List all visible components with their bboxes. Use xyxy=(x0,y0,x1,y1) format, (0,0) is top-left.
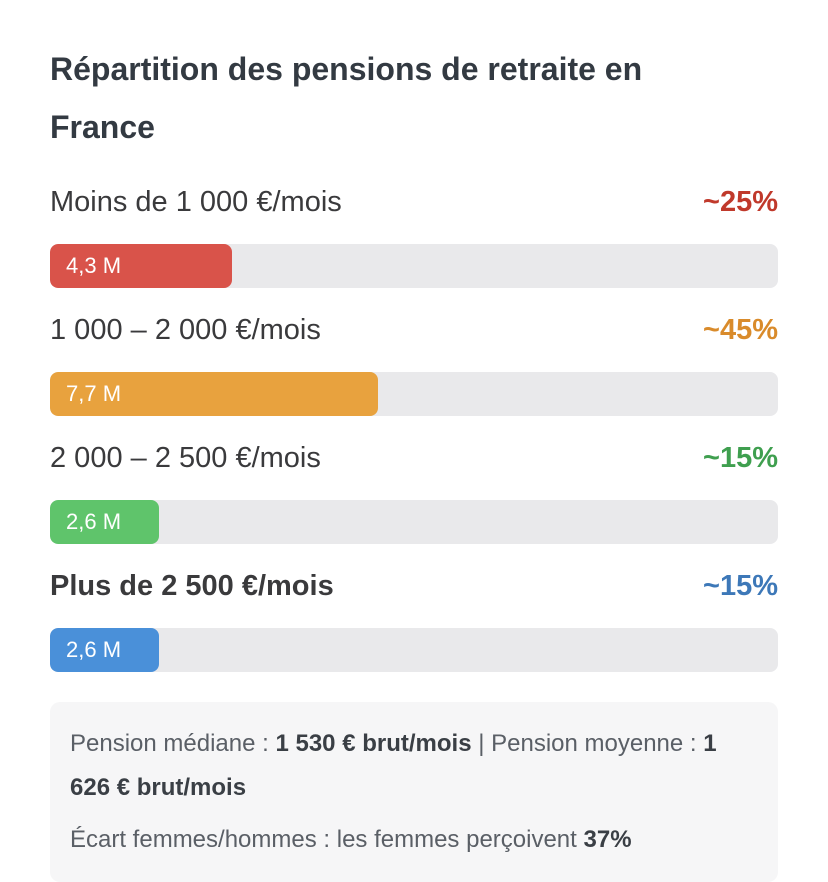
percent-label: ~25% xyxy=(703,186,778,218)
bar-track: 4,3 M xyxy=(50,244,778,288)
bar-row-header: 2 000 – 2 500 €/mois ~15% xyxy=(50,442,778,500)
bar-value-label: 2,6 M xyxy=(66,509,122,534)
bar-value-label: 4,3 M xyxy=(66,253,122,278)
mean-prefix: | Pension moyenne : xyxy=(471,730,704,757)
bar-row-header: Moins de 1 000 €/mois ~25% xyxy=(50,186,778,244)
category-label: Moins de 1 000 €/mois xyxy=(50,186,342,218)
bar-value-label: 2,6 M xyxy=(66,637,122,662)
bar-fill: 4,3 M xyxy=(50,244,232,288)
bar-fill: 7,7 M xyxy=(50,372,378,416)
bar-track: 2,6 M xyxy=(50,628,778,672)
summary-note: Pension médiane : 1 530 € brut/mois | Pe… xyxy=(50,702,778,882)
bar-value-label: 7,7 M xyxy=(66,381,122,406)
percent-label: ~45% xyxy=(703,314,778,346)
bar-row-header: Plus de 2 500 €/mois ~15% xyxy=(50,570,778,628)
distribution-rows: Moins de 1 000 €/mois ~25% 4,3 M 1 000 – 2 … xyxy=(50,186,778,698)
category-label: 1 000 – 2 000 €/mois xyxy=(50,314,321,346)
pension-distribution-card: Répartition des pensions de retraite en … xyxy=(50,40,778,698)
bar-row: 2 000 – 2 500 €/mois ~15% 2,6 M xyxy=(50,442,778,570)
percent-label: ~15% xyxy=(703,570,778,602)
bar-fill: 2,6 M xyxy=(50,628,160,672)
bar-row: Moins de 1 000 €/mois ~25% 4,3 M xyxy=(50,186,778,314)
median-value: 1 530 € brut/mois xyxy=(275,730,472,757)
category-label: Plus de 2 500 €/mois xyxy=(50,570,334,602)
mean-value: 1 626 € brut/mois xyxy=(70,730,717,801)
chart-title: Répartition des pensions de retraite en … xyxy=(50,51,643,145)
bar-row: 1 000 – 2 000 €/mois ~45% 7,7 M xyxy=(50,314,778,442)
median-prefix: Pension médiane : xyxy=(70,730,276,757)
bar-fill: 2,6 M xyxy=(50,500,160,544)
gender-gap-prefix: Écart femmes/hommes : les femmes perçoiv… xyxy=(70,826,584,853)
percent-label: ~15% xyxy=(703,442,778,474)
pension-stats: Pension médiane : 1 530 € brut/mois | Pe… xyxy=(70,722,758,810)
gender-gap: Écart femmes/hommes : les femmes perçoiv… xyxy=(70,818,758,862)
bar-track: 7,7 M xyxy=(50,372,778,416)
gender-gap-value: 37% xyxy=(583,826,632,853)
bar-row: Plus de 2 500 €/mois ~15% 2,6 M xyxy=(50,570,778,698)
bar-row-header: 1 000 – 2 000 €/mois ~45% xyxy=(50,314,778,372)
category-label: 2 000 – 2 500 €/mois xyxy=(50,442,321,474)
bar-track: 2,6 M xyxy=(50,500,778,544)
